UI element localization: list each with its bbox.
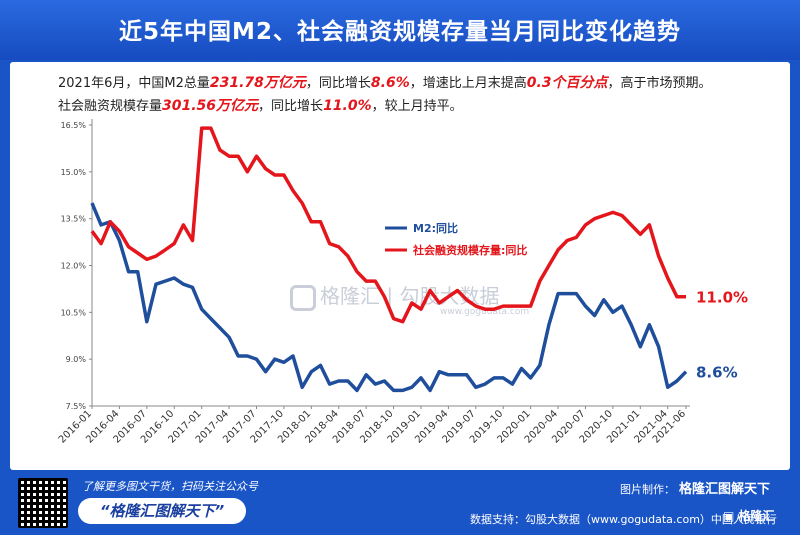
qr-code-icon[interactable] [18, 478, 68, 528]
description-line-1: 2021年6月，中国M2总量231.78万亿元，同比增长8.6%，增速比上月末提… [58, 72, 712, 92]
chart-panel [10, 62, 790, 470]
footer-slogan: “格隆汇图解天下” [78, 498, 246, 524]
watermark-sub: www.gogudata.com [440, 306, 530, 317]
y-tick-label: 9.0% [66, 355, 87, 364]
description-line-2: 社会融资规模存量301.56万亿元，同比增长11.0%，较上月持平。 [58, 95, 463, 115]
desc1-seg-6: ，高于市场预期。 [607, 76, 712, 91]
y-tick-label: 12.0% [61, 262, 87, 271]
footer-hint: 了解更多图文干货，扫码关注公众号 [82, 480, 258, 493]
desc1-seg-5: 0.3个百分点 [526, 75, 608, 91]
y-tick-label: 10.5% [61, 308, 87, 317]
legend-label: 社会融资规模存量:同比 [412, 243, 527, 257]
desc1-seg-2: ，同比增长 [305, 76, 371, 91]
brand-logo: ▣ 格隆汇 [723, 509, 775, 523]
watermark-logo-icon [290, 284, 316, 311]
desc1-seg-4: ，增速比上月末提高 [409, 76, 527, 91]
series-line-m2 [90, 202, 688, 393]
credit-line: 图片制作： 格隆汇图解天下 [620, 478, 770, 497]
y-tick-label: 13.5% [61, 215, 87, 224]
desc1-seg-0: 2021年6月，中国M2总量 [58, 76, 210, 91]
y-tick-label: 7.5% [66, 402, 87, 411]
desc2-seg-3: 11.0% [323, 98, 372, 114]
credit-brand: 格隆汇图解天下 [679, 482, 771, 497]
series-line-tsf [90, 126, 686, 324]
header-bar: 近5年中国M2、社会融资规模存量当月同比变化趋势 [0, 0, 800, 60]
footer: 了解更多图文干货，扫码关注公众号 “格隆汇图解天下” 图片制作： 格隆汇图解天下 … [0, 470, 800, 535]
end-label-tsf: 11.0% [696, 289, 748, 307]
credit-label: 图片制作： [620, 483, 675, 496]
desc2-seg-4: ，较上月持平。 [371, 99, 463, 114]
end-label-m2: 8.6% [696, 364, 738, 382]
y-tick-label: 15.0% [61, 168, 87, 177]
desc2-seg-2: ，同比增长 [258, 99, 324, 114]
desc2-seg-0: 社会融资规模存量 [58, 99, 163, 114]
brand-logo-text: 格隆汇 [738, 509, 775, 523]
desc1-seg-1: 231.78万亿元 [209, 75, 306, 91]
legend-label: M2:同比 [413, 221, 458, 235]
page-title: 近5年中国M2、社会融资规模存量当月同比变化趋势 [119, 19, 681, 45]
desc1-seg-3: 8.6% [370, 75, 410, 91]
data-support: 数据支持：勾股大数据（www.gogudata.com）中国人民银行 [470, 513, 777, 526]
desc2-seg-1: 301.56万亿元 [162, 98, 259, 114]
y-tick-label: 16.5% [61, 121, 87, 130]
